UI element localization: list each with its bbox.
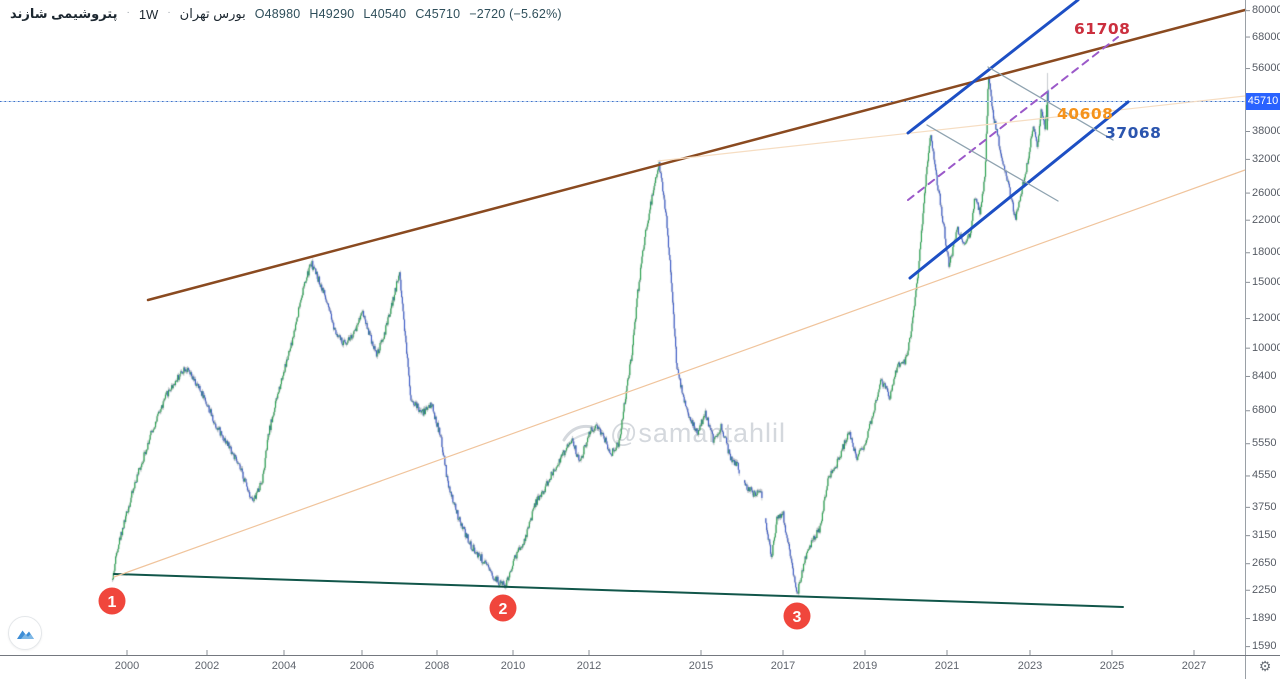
price-axis-label: 1590 — [1252, 640, 1277, 653]
trendline-minor-gray-lower[interactable] — [926, 124, 1059, 202]
price-axis-label: 32000 — [1252, 152, 1280, 165]
ohlc-high: H49290 — [309, 7, 355, 21]
trendline-target-purple-dashed[interactable] — [907, 36, 1119, 201]
time-axis-label: 2002 — [194, 660, 220, 672]
time-axis-label: 2004 — [271, 660, 297, 672]
current-price-badge: 45710 — [1246, 93, 1280, 110]
time-axis-label: 2008 — [424, 660, 450, 672]
time-axis-label: 2027 — [1181, 660, 1207, 672]
ohlc-change: −2720 (−5.62%) — [469, 7, 562, 21]
trendline-long-base-teal[interactable] — [113, 573, 1124, 608]
price-axis-label: 2650 — [1252, 557, 1277, 570]
price-axis-label: 56000 — [1252, 62, 1280, 75]
wave-marker-circle-2[interactable] — [489, 594, 517, 622]
wave-marker-circle-3[interactable] — [783, 602, 811, 630]
price-axis-label: 80000 — [1252, 4, 1280, 17]
wave-marker-number-3: 3 — [793, 609, 802, 626]
price-axis-label: 3750 — [1252, 500, 1277, 513]
time-axis-label: 2006 — [349, 660, 375, 672]
exchange-name[interactable]: بورس تهران — [179, 6, 246, 21]
price-level-label-40608[interactable]: 40608 — [1057, 105, 1114, 123]
price-axis-label: 68000 — [1252, 30, 1280, 43]
chart-legend[interactable]: پتروشیمی شازند · 1W · بورس تهران O48980 … — [10, 6, 562, 22]
trendline-minor-gray-upper[interactable] — [987, 66, 1114, 141]
price-axis-border — [1245, 0, 1246, 679]
wave-marker-circle-1[interactable] — [98, 587, 126, 615]
separator-dot: · — [167, 6, 171, 18]
price-axis-label: 22000 — [1252, 213, 1280, 226]
price-axis-label: 3150 — [1252, 529, 1277, 542]
trendline-major-uptrend-brown[interactable] — [146, 8, 1247, 302]
time-axis-label: 2012 — [576, 660, 602, 672]
mountain-logo-icon — [16, 630, 34, 639]
time-axis-label: 2000 — [114, 660, 140, 672]
candlestick-canvas[interactable] — [0, 0, 1246, 656]
ohlc-open: O48980 — [254, 7, 301, 21]
symbol-name[interactable]: پتروشیمی شازند — [10, 6, 118, 21]
price-axis-label: 2250 — [1252, 583, 1277, 596]
time-axis-label: 2019 — [852, 660, 878, 672]
price-axis-label: 5550 — [1252, 437, 1277, 450]
price-level-label-61708[interactable]: 61708 — [1074, 20, 1131, 38]
wave-marker-number-1: 1 — [108, 594, 117, 611]
trendline-fan-line-tan-1[interactable] — [113, 169, 1246, 578]
price-axis-label: 10000 — [1252, 341, 1280, 354]
trendline-fan-line-tan-2[interactable] — [657, 95, 1246, 162]
price-level-label-37068[interactable]: 37068 — [1105, 124, 1162, 142]
ohlc-low: L40540 — [363, 7, 407, 21]
time-axis-label: 2021 — [934, 660, 960, 672]
trendline-channel-blue-lower[interactable] — [908, 100, 1130, 280]
time-axis-label: 2010 — [500, 660, 526, 672]
time-axis-label: 2023 — [1017, 660, 1043, 672]
price-axis-label: 6800 — [1252, 404, 1277, 417]
ohlc-close: C45710 — [415, 7, 461, 21]
price-axis-label: 18000 — [1252, 246, 1280, 259]
time-axis-label: 2025 — [1099, 660, 1125, 672]
time-axis-label: 2015 — [688, 660, 714, 672]
price-axis-label: 38000 — [1252, 124, 1280, 137]
price-axis-label: 26000 — [1252, 186, 1280, 199]
price-axis-label: 1890 — [1252, 612, 1277, 625]
separator-dot: · — [126, 6, 130, 18]
price-axis-label: 12000 — [1252, 312, 1280, 325]
time-axis-label: 2017 — [770, 660, 796, 672]
price-axis-label: 4550 — [1252, 469, 1277, 482]
trendline-channel-blue-upper[interactable] — [906, 0, 1080, 135]
wave-marker-number-2: 2 — [499, 601, 508, 618]
time-axis-border — [0, 655, 1280, 656]
axis-settings-gear-icon[interactable]: ⚙ — [1258, 657, 1272, 674]
price-axis-label: 15000 — [1252, 275, 1280, 288]
broker-logo-button[interactable] — [8, 616, 42, 650]
timeframe[interactable]: 1W — [138, 6, 159, 22]
price-axis-label: 8400 — [1252, 369, 1277, 382]
